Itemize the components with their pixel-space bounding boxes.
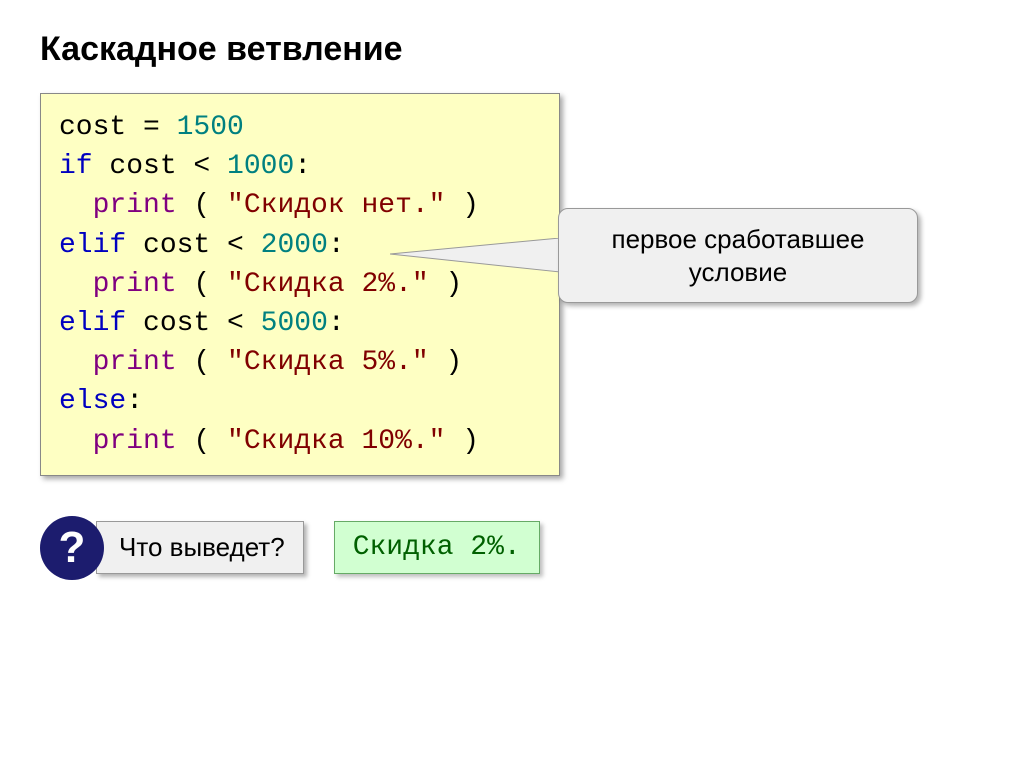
code-token: )	[445, 190, 479, 221]
code-line: print ( "Скидка 2%." )	[59, 265, 541, 304]
code-token: print	[93, 190, 177, 221]
code-token: <	[210, 230, 260, 261]
callout-line1: первое сработавшее	[577, 223, 899, 256]
code-token: "Скидок нет."	[227, 190, 445, 221]
question-badge: ? Что выведет?	[40, 516, 304, 580]
code-token	[59, 347, 93, 378]
code-token: :	[328, 308, 345, 339]
code-token: =	[143, 112, 177, 143]
code-token: (	[177, 269, 227, 300]
code-line: print ( "Скидка 10%." )	[59, 422, 541, 461]
callout-line2: условие	[577, 256, 899, 289]
code-token: <	[210, 308, 260, 339]
code-token: :	[126, 386, 143, 417]
code-token: print	[93, 269, 177, 300]
callout-box: первое сработавшее условие	[558, 208, 918, 303]
code-token: :	[328, 230, 345, 261]
code-token: )	[429, 269, 463, 300]
code-token: print	[93, 426, 177, 457]
code-token	[59, 269, 93, 300]
code-line: print ( "Скидка 5%." )	[59, 343, 541, 382]
answer-box: Скидка 2%.	[334, 521, 540, 574]
code-token: (	[177, 347, 227, 378]
code-token: <	[177, 151, 227, 182]
code-line: elif cost < 2000:	[59, 226, 541, 265]
code-token: )	[429, 347, 463, 378]
code-token: 5000	[261, 308, 328, 339]
question-text: Что выведет?	[96, 521, 304, 574]
question-mark-icon: ?	[40, 516, 104, 580]
code-token: else	[59, 386, 126, 417]
code-token: :	[294, 151, 311, 182]
code-token: 1000	[227, 151, 294, 182]
code-token: (	[177, 426, 227, 457]
code-token	[59, 426, 93, 457]
code-token: "Скидка 5%."	[227, 347, 429, 378]
code-token: )	[445, 426, 479, 457]
code-token: "Скидка 10%."	[227, 426, 445, 457]
code-token: cost	[126, 230, 210, 261]
code-token: elif	[59, 230, 126, 261]
slide-title: Каскадное ветвление	[40, 30, 984, 69]
code-line: elif cost < 5000:	[59, 304, 541, 343]
code-token: if	[59, 151, 93, 182]
code-token: "Скидка 2%."	[227, 269, 429, 300]
code-line: print ( "Скидок нет." )	[59, 186, 541, 225]
code-token	[59, 190, 93, 221]
question-row: ? Что выведет? Скидка 2%.	[40, 516, 984, 580]
code-token: 2000	[261, 230, 328, 261]
code-line: cost = 1500	[59, 108, 541, 147]
code-line: else:	[59, 382, 541, 421]
code-token: cost	[59, 112, 143, 143]
code-block: cost = 1500if cost < 1000: print ( "Скид…	[40, 93, 560, 476]
code-token: cost	[93, 151, 177, 182]
code-token: cost	[126, 308, 210, 339]
code-line: if cost < 1000:	[59, 147, 541, 186]
code-token: elif	[59, 308, 126, 339]
code-token: 1500	[177, 112, 244, 143]
code-token: print	[93, 347, 177, 378]
code-token: (	[177, 190, 227, 221]
